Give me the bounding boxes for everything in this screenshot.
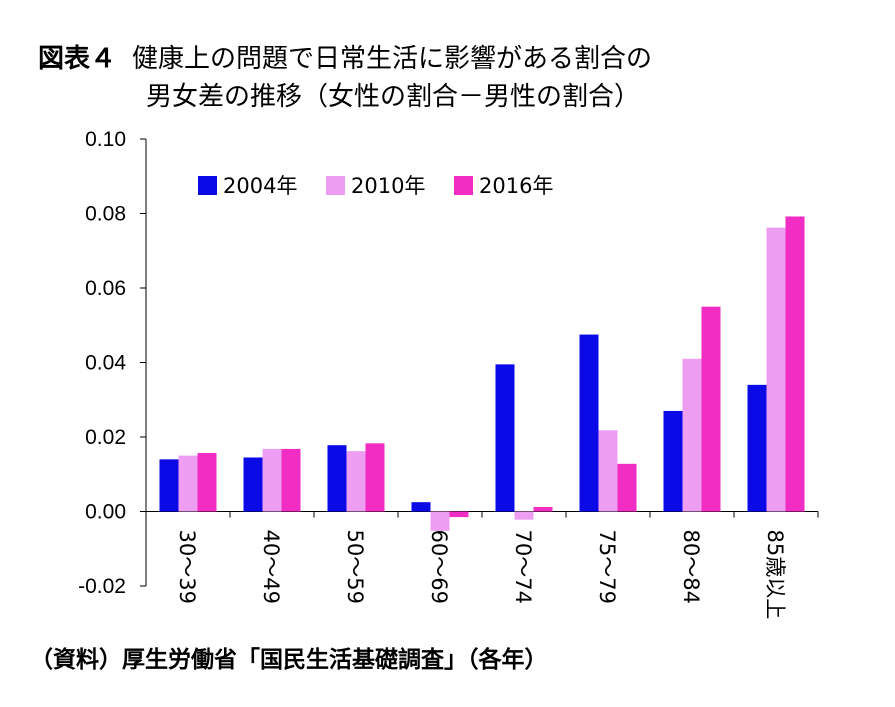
bar: [365, 443, 385, 512]
bar: [747, 384, 767, 512]
source-note: （資料）厚生労働省「国民生活基礎調査」（各年）: [30, 647, 548, 673]
bar: [682, 358, 702, 512]
legend-label: 2010年: [351, 174, 425, 198]
legend-swatch: [454, 176, 473, 195]
title-line-2: 男女差の推移（女性の割合－男性の割合）: [146, 82, 641, 112]
legend-label: 2004年: [223, 174, 297, 198]
bar: [495, 364, 515, 512]
bar: [785, 216, 805, 512]
bar: [281, 448, 301, 512]
bar: [701, 306, 721, 512]
title-line-1: 健康上の問題で日常生活に影響がある割合の: [132, 44, 653, 74]
y-tick-label: 0.02: [85, 426, 126, 449]
bar: [663, 410, 683, 512]
bar: [579, 334, 599, 512]
chart-title: 図表４ 健康上の問題で日常生活に影響がある割合の 男女差の推移（女性の割合－男性の…: [38, 40, 652, 116]
bar: [327, 445, 347, 512]
category-label: 40～49: [259, 530, 283, 604]
y-tick-label: 0.04: [85, 352, 126, 375]
bar: [159, 459, 179, 512]
bar: [243, 457, 263, 512]
legend-swatch: [326, 176, 345, 195]
category-label: 70～74: [511, 530, 535, 604]
y-tick-label: 0.08: [85, 203, 126, 226]
bar: [598, 430, 618, 512]
y-tick-label: 0.10: [85, 128, 126, 151]
bar: [514, 511, 534, 520]
y-tick-label: -0.02: [78, 575, 126, 598]
category-label: 60～69: [427, 530, 451, 604]
bar: [262, 448, 282, 512]
figure-label: 図表４: [38, 44, 117, 74]
category-label: 30～39: [175, 530, 199, 604]
legend-swatch: [198, 176, 217, 195]
bar: [178, 455, 198, 512]
category-label: 75～79: [595, 530, 619, 604]
bar: [533, 507, 553, 512]
category-label: 80～84: [679, 530, 703, 604]
y-tick-label: 0.06: [85, 277, 126, 300]
bar: [430, 511, 450, 531]
bar: [617, 463, 637, 512]
y-tick-label: 0.00: [85, 501, 126, 524]
bar: [346, 451, 366, 512]
bar: [197, 453, 217, 512]
legend-label: 2016年: [479, 174, 553, 198]
bar: [766, 227, 786, 512]
bar: [411, 502, 431, 512]
category-label: 85歳以上: [763, 530, 787, 620]
bar: [449, 511, 469, 518]
category-label: 50～59: [343, 530, 367, 604]
